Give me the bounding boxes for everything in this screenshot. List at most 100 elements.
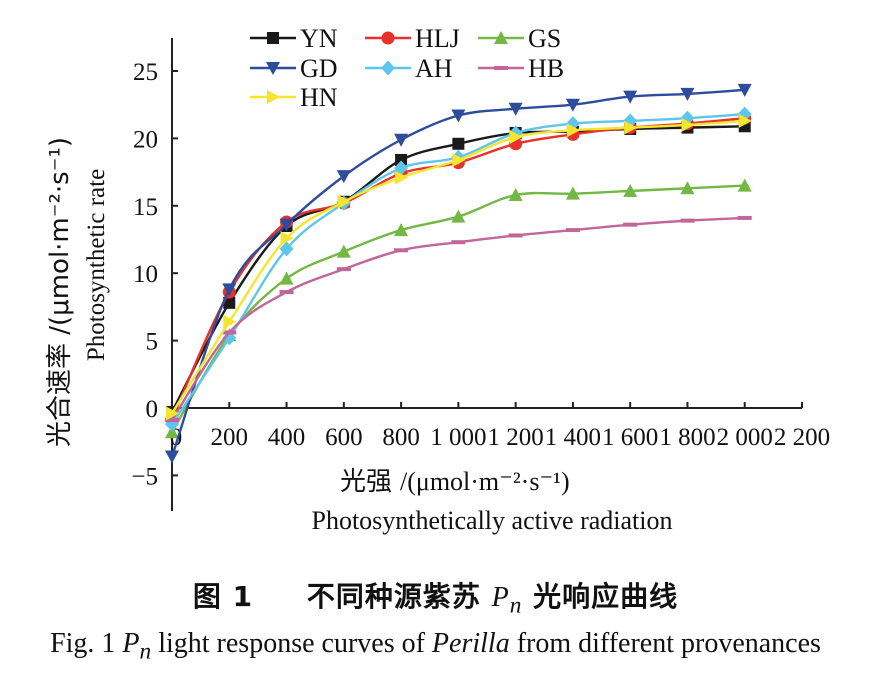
data-point (336, 244, 351, 258)
series-line (170, 184, 745, 433)
series-line (170, 88, 745, 457)
caption-figure-number-cn: 图 1 (192, 580, 254, 613)
legend-item-hlj: HLJ (365, 24, 460, 53)
caption-pn-symbol-cn: Pn (491, 582, 523, 619)
caption-figure-number-en: Fig. 1 (50, 628, 116, 659)
data-point (680, 87, 695, 101)
data-point (681, 117, 695, 132)
x-tick-label: 600 (325, 424, 363, 451)
legend-label: HN (300, 83, 338, 112)
data-point (222, 283, 237, 297)
data-point (165, 418, 179, 423)
data-point (451, 209, 466, 223)
chart-legend: YN HLJ GS GD AH HB HN (250, 24, 564, 112)
data-point (279, 290, 294, 295)
data-point (222, 330, 237, 335)
data-point (166, 406, 179, 421)
legend-label: AH (415, 54, 453, 83)
figure-caption-en: Fig. 1 Pn light response curves of Peril… (0, 628, 871, 666)
data-point (451, 240, 466, 245)
data-point (565, 116, 580, 132)
chart-series (165, 83, 752, 464)
data-point (394, 133, 409, 147)
caption-pn-main-cn: P (491, 582, 510, 613)
data-point (451, 109, 466, 123)
data-point (165, 450, 179, 464)
series-line (170, 125, 745, 413)
x-tick-label: 2 000 (717, 424, 773, 451)
data-point (623, 113, 638, 129)
y-tick-label: 10 (133, 261, 158, 288)
data-point (336, 170, 351, 184)
legend-marker (267, 32, 279, 44)
data-point (394, 248, 409, 253)
series-gd (165, 83, 752, 464)
y-tick-label: 20 (133, 126, 158, 153)
legend-item-ah: AH (365, 54, 453, 83)
x-axis-label-unit: /(μmol·m⁻²·s⁻¹) (400, 467, 570, 496)
x-axis-label-cn: 光强 (340, 467, 392, 497)
data-point (279, 271, 294, 285)
x-tick-label: 1 000 (430, 424, 486, 451)
y-tick-label: 0 (146, 396, 159, 423)
data-point (565, 186, 580, 200)
y-tick-label: 25 (133, 59, 158, 86)
series-hb (165, 215, 752, 423)
data-point (508, 233, 523, 238)
series-line (170, 216, 745, 421)
series-line (171, 112, 745, 425)
axis-labels: 光合速率 /(μmol·m⁻²·s⁻¹) Photosynthetic rate… (45, 137, 673, 535)
data-point (394, 160, 409, 176)
legend-item-hb: HB (478, 54, 564, 83)
data-point (738, 113, 752, 128)
x-tick-label: 1 600 (602, 424, 658, 451)
data-point (566, 123, 580, 138)
series-gs (165, 178, 752, 439)
data-point (623, 183, 638, 197)
series-hn (166, 113, 752, 421)
caption-pn-sub-en: n (139, 638, 152, 665)
x-tick-label: 800 (382, 424, 420, 451)
data-point (565, 228, 580, 233)
data-point (737, 215, 752, 220)
series-ah (165, 106, 752, 432)
caption-pn-symbol-en: Pn (122, 628, 151, 665)
legend-marker (381, 31, 395, 45)
caption-suffix-cn: 光响应曲线 (533, 580, 679, 613)
y-tick-label: 5 (146, 329, 159, 356)
y-tick-label: −5 (131, 463, 158, 490)
figure-caption-cn: 图 1 不同种源紫苏 Pn 光响应曲线 (0, 575, 871, 620)
data-point (680, 181, 695, 195)
x-tick-label: 1 400 (545, 424, 601, 451)
data-point (508, 188, 523, 202)
legend-marker (267, 90, 280, 104)
x-tick-label: 1 200 (488, 424, 544, 451)
series-line (170, 119, 745, 415)
data-point (337, 194, 351, 209)
caption-suffix-en: from different provenances (516, 628, 821, 659)
x-tick-label: 2 200 (774, 424, 830, 451)
x-tick-label: 1 800 (659, 424, 715, 451)
x-tick-label: 400 (268, 424, 306, 451)
data-point (509, 130, 523, 145)
legend-label: HLJ (415, 24, 460, 53)
data-point (623, 90, 638, 104)
data-point (395, 153, 408, 166)
caption-title-cn: 不同种源紫苏 (306, 580, 481, 613)
data-point (279, 241, 294, 257)
y-tick-label: 15 (133, 194, 158, 221)
data-point (452, 137, 465, 150)
data-point (165, 425, 179, 439)
data-point (452, 152, 466, 167)
data-point (680, 218, 695, 223)
data-point (623, 222, 638, 227)
legend-label: HB (528, 54, 564, 83)
legend-marker (381, 60, 395, 76)
data-point (336, 267, 351, 272)
legend-label: GD (300, 54, 338, 83)
data-point (737, 83, 752, 97)
legend-label: YN (300, 24, 338, 53)
data-point (280, 231, 294, 246)
legend-marker (494, 31, 508, 44)
